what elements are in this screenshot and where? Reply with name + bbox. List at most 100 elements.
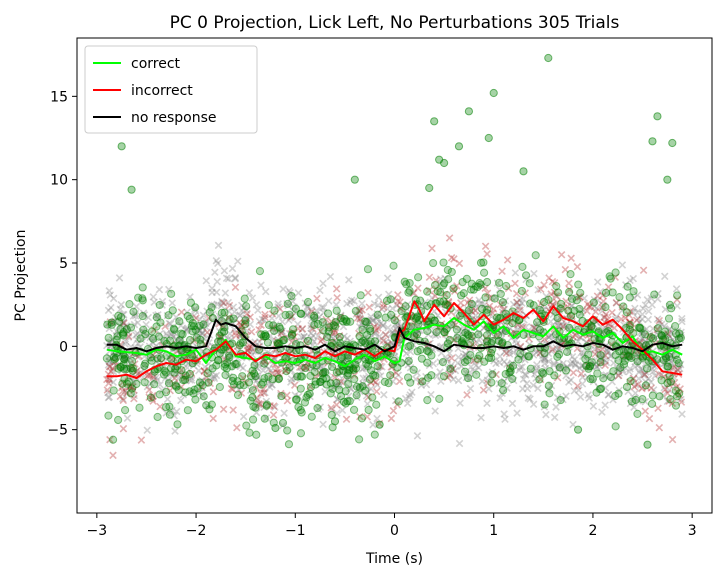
trial-marker-dot bbox=[664, 362, 673, 371]
trial-marker-dot bbox=[432, 328, 441, 337]
trial-marker-x bbox=[559, 321, 568, 330]
trial-marker-x bbox=[117, 367, 126, 375]
trial-marker-x bbox=[329, 383, 338, 391]
trial-marker-x bbox=[451, 366, 460, 375]
trial-marker-dot bbox=[103, 320, 112, 329]
trial-marker-x bbox=[577, 348, 585, 357]
trial-marker-dot bbox=[260, 414, 269, 423]
trial-marker-dot bbox=[641, 381, 650, 390]
trial-marker-dot bbox=[423, 358, 432, 367]
trial-marker-x bbox=[358, 299, 366, 308]
trial-marker-dot bbox=[141, 359, 150, 368]
trial-marker-x bbox=[520, 352, 528, 360]
trial-marker-dot bbox=[624, 351, 633, 361]
trial-marker-dot bbox=[475, 351, 484, 360]
trial-marker-x bbox=[120, 354, 129, 363]
trial-marker-x bbox=[251, 347, 260, 356]
trial-marker-x bbox=[636, 356, 645, 365]
trial-marker-x bbox=[612, 299, 621, 307]
trial-marker-x bbox=[260, 403, 268, 412]
trial-marker-x bbox=[566, 359, 575, 368]
trial-marker-dot bbox=[382, 296, 392, 305]
trial-marker-x bbox=[542, 292, 550, 300]
trial-marker-x bbox=[288, 297, 297, 306]
trial-marker-x bbox=[552, 317, 560, 326]
trial-marker-x bbox=[602, 371, 610, 379]
trial-marker-x bbox=[271, 321, 280, 329]
trial-marker-dot bbox=[277, 391, 286, 401]
trial-marker-dot bbox=[601, 288, 611, 297]
trial-marker-dot bbox=[454, 142, 464, 151]
trial-marker-dot bbox=[593, 369, 602, 378]
trial-marker-x bbox=[424, 330, 433, 339]
trial-marker-x bbox=[360, 339, 368, 347]
trial-marker-x bbox=[331, 381, 340, 390]
trial-marker-x bbox=[314, 405, 323, 414]
trial-marker-x bbox=[338, 406, 347, 414]
trial-marker-x bbox=[240, 304, 248, 312]
trial-marker-x bbox=[123, 414, 132, 423]
trial-marker-x bbox=[217, 333, 226, 342]
trial-marker-x bbox=[176, 336, 185, 344]
trial-marker-dot bbox=[460, 357, 469, 367]
trial-marker-x bbox=[389, 329, 398, 338]
trial-marker-dot bbox=[389, 261, 398, 270]
trial-marker-dot bbox=[318, 369, 327, 378]
trial-marker-x bbox=[478, 377, 486, 386]
trial-marker-x bbox=[565, 378, 573, 386]
trial-marker-dot bbox=[114, 311, 123, 320]
trial-marker-x bbox=[206, 366, 215, 375]
trial-marker-x bbox=[214, 259, 222, 268]
trial-marker-dot bbox=[474, 330, 483, 339]
trial-marker-x bbox=[534, 384, 542, 393]
trial-marker-x bbox=[389, 407, 398, 415]
trial-marker-x bbox=[267, 380, 276, 389]
trial-marker-dot bbox=[102, 354, 111, 363]
trial-marker-x bbox=[328, 361, 336, 370]
trial-marker-x bbox=[648, 301, 656, 309]
trial-marker-dot bbox=[110, 355, 119, 364]
trial-marker-x bbox=[268, 381, 276, 389]
trial-marker-x bbox=[655, 423, 664, 432]
trial-marker-dot bbox=[384, 379, 393, 388]
trial-marker-x bbox=[208, 374, 216, 382]
trial-marker-x bbox=[319, 420, 327, 429]
trial-marker-x bbox=[302, 311, 311, 320]
trial-marker-x bbox=[593, 278, 602, 286]
trial-marker-x bbox=[653, 315, 662, 323]
trial-marker-x bbox=[422, 372, 430, 381]
trial-marker-dot bbox=[372, 400, 381, 409]
x-tick-label: −2 bbox=[186, 523, 207, 539]
trial-marker-x bbox=[297, 367, 306, 376]
trial-marker-x bbox=[662, 358, 671, 366]
trial-marker-x bbox=[357, 320, 366, 328]
trial-marker-x bbox=[163, 395, 172, 403]
trial-marker-x bbox=[344, 392, 353, 400]
trial-marker-dot bbox=[446, 364, 455, 373]
trial-marker-x bbox=[320, 369, 328, 378]
trial-marker-x bbox=[443, 355, 452, 363]
trial-marker-x bbox=[143, 426, 152, 435]
trial-marker-x bbox=[334, 378, 343, 386]
trial-marker-x bbox=[221, 289, 230, 297]
trial-marker-x bbox=[467, 363, 475, 371]
trial-marker-x bbox=[355, 322, 364, 331]
x-axis-ticks: −3 −2 −1 0 1 2 3 bbox=[87, 513, 697, 539]
trial-marker-x bbox=[406, 391, 414, 399]
trial-marker-dot bbox=[611, 422, 620, 431]
trial-marker-dot bbox=[361, 317, 370, 326]
trial-marker-x bbox=[497, 329, 506, 338]
trial-marker-x bbox=[414, 321, 423, 330]
trial-marker-x bbox=[271, 403, 279, 411]
trial-marker-x bbox=[112, 361, 120, 370]
trial-marker-x bbox=[676, 360, 685, 369]
trial-marker-x bbox=[202, 377, 211, 385]
trial-marker-dot bbox=[185, 335, 195, 345]
trial-marker-x bbox=[639, 328, 647, 337]
legend: correct incorrect no response bbox=[84, 45, 258, 134]
trial-marker-x bbox=[313, 316, 321, 324]
trial-marker-dot bbox=[476, 258, 486, 267]
trial-marker-x bbox=[393, 319, 402, 328]
trial-marker-x bbox=[647, 378, 655, 386]
trial-marker-x bbox=[106, 363, 114, 371]
